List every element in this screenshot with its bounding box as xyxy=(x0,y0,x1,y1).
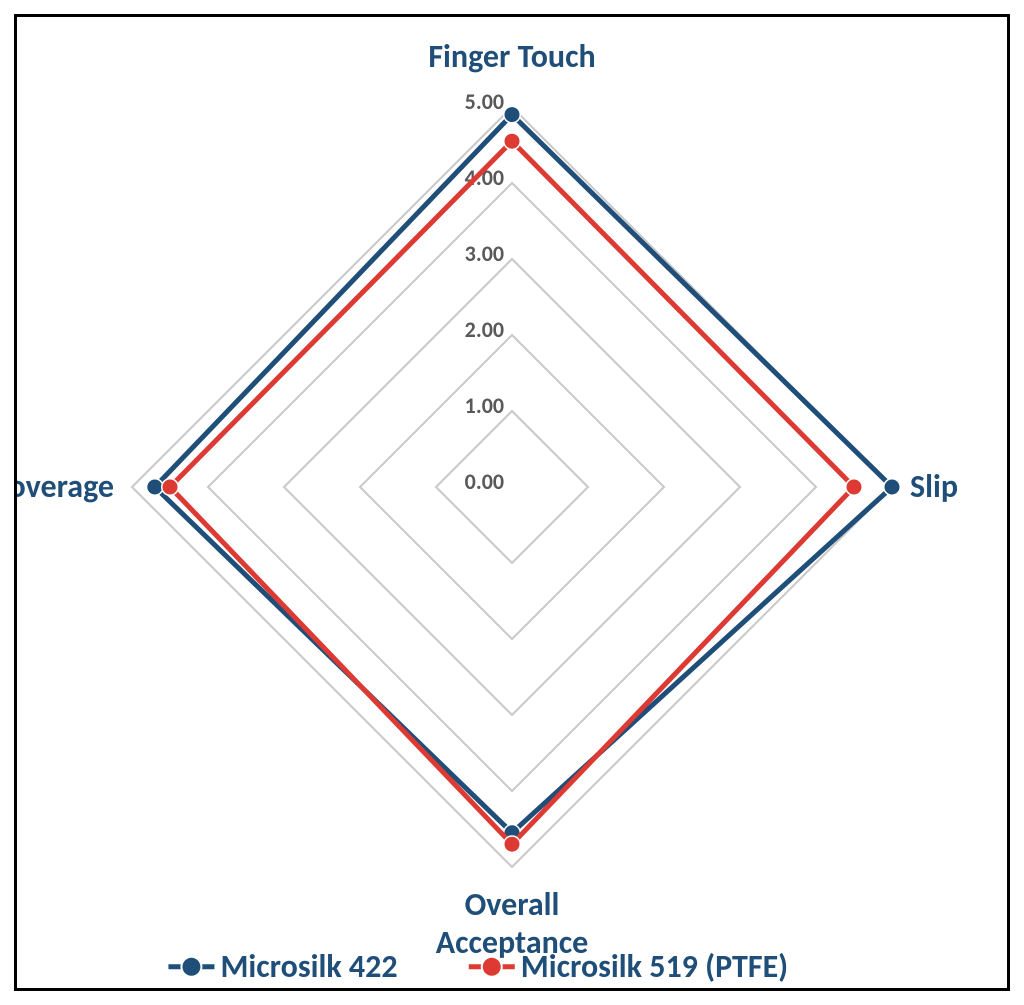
series-marker xyxy=(163,480,177,494)
series-marker xyxy=(505,134,519,148)
gridline xyxy=(436,411,588,563)
gridline xyxy=(208,183,816,791)
legend-marker xyxy=(182,958,200,976)
legend-label-1: Microsilk 519 (PTFE) xyxy=(521,947,788,986)
series-marker xyxy=(505,837,519,851)
series-marker xyxy=(148,480,162,494)
tick-label: 1.00 xyxy=(465,392,504,419)
axis-label-bottom-line1: Overall xyxy=(465,885,560,924)
tick-label: 5.00 xyxy=(465,88,504,115)
axis-label-left: Coverage xyxy=(17,467,114,506)
tick-label: 3.00 xyxy=(465,240,504,267)
series-marker xyxy=(847,480,861,494)
gridline xyxy=(284,259,740,715)
axis-label-right: Slip xyxy=(910,467,958,506)
radar-chart: 0.001.002.003.004.005.00Finger TouchSlip… xyxy=(17,17,1007,988)
chart-frame: 0.001.002.003.004.005.00Finger TouchSlip… xyxy=(14,14,1010,991)
series-line-1 xyxy=(170,141,854,844)
axis-label-top: Finger Touch xyxy=(428,37,595,76)
tick-label: 2.00 xyxy=(465,316,504,343)
series-line-0 xyxy=(155,115,892,833)
gridline xyxy=(360,335,664,639)
series-marker xyxy=(505,108,519,122)
tick-label: 0.00 xyxy=(465,468,504,495)
legend-label-0: Microsilk 422 xyxy=(220,947,397,986)
series-marker xyxy=(885,480,899,494)
legend-marker xyxy=(483,958,501,976)
gridline xyxy=(132,107,892,867)
